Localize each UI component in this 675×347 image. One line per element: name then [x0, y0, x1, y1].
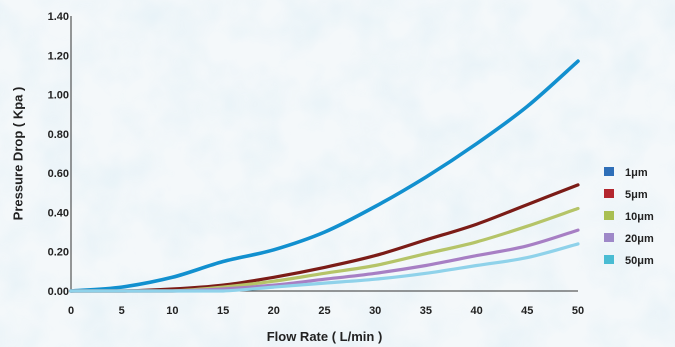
legend-label: 1μm [625, 167, 648, 179]
y-tick-labels: 0.00 0.20 0.40 0.60 0.80 1.00 1.20 1.40 [48, 11, 69, 298]
legend: 1μm 5μm 10μm 20μm 50μm [604, 167, 654, 267]
legend-label: 5μm [625, 189, 648, 201]
y-tick-label: 0.80 [48, 129, 69, 141]
y-tick-label: 1.20 [48, 50, 69, 62]
x-tick-label: 35 [420, 305, 432, 317]
x-tick-label: 15 [217, 305, 229, 317]
x-tick-label: 0 [68, 305, 74, 317]
y-tick-label: 0.60 [48, 168, 69, 180]
y-tick-label: 1.40 [48, 11, 69, 23]
legend-swatch [604, 233, 614, 242]
series-line-1um [69, 59, 580, 293]
x-tick-label: 45 [521, 305, 533, 317]
x-tick-label: 20 [268, 305, 280, 317]
x-axis-title: Flow Rate ( L/min ) [267, 329, 383, 344]
x-tick-label: 10 [166, 305, 178, 317]
y-tick-label: 1.00 [48, 90, 69, 102]
series-line-50um [69, 242, 580, 293]
y-axis-title: Pressure Drop ( Kpa ) [10, 87, 25, 221]
x-tick-labels: 0 5 10 15 20 25 30 35 40 45 50 [68, 305, 584, 317]
legend-label: 50μm [625, 255, 654, 267]
y-tick-label: 0.00 [48, 286, 69, 298]
x-tick-label: 50 [572, 305, 584, 317]
legend-swatch [604, 167, 614, 176]
x-tick-label: 25 [318, 305, 330, 317]
x-tick-label: 40 [470, 305, 482, 317]
y-tick-label: 0.40 [48, 207, 69, 219]
y-tick-label: 0.20 [48, 247, 69, 259]
legend-swatch [604, 255, 614, 264]
legend-swatch [604, 189, 614, 198]
legend-swatch [604, 211, 614, 220]
x-tick-label: 30 [369, 305, 381, 317]
legend-label: 20μm [625, 233, 654, 245]
x-tick-label: 5 [119, 305, 125, 317]
series-lines [69, 59, 580, 293]
legend-label: 10μm [625, 211, 654, 223]
